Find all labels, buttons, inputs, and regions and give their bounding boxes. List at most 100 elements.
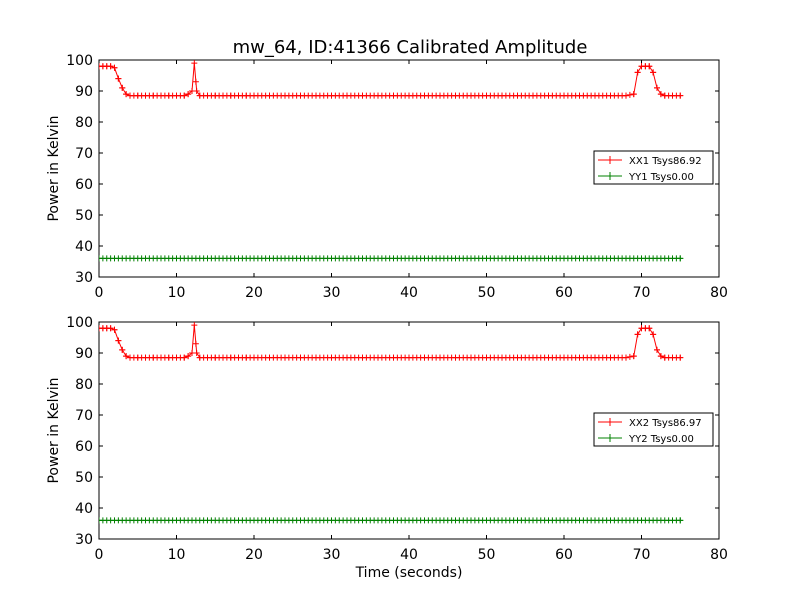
data-point xyxy=(282,354,288,361)
data-point xyxy=(406,354,412,361)
data-point xyxy=(654,84,660,91)
series-1 xyxy=(99,60,684,99)
y-tick-label: 80 xyxy=(75,115,93,131)
x-tick-label: 10 xyxy=(168,285,186,301)
x-tick-label: 80 xyxy=(710,547,728,563)
x-tick-label: 70 xyxy=(633,285,651,301)
series-1 xyxy=(99,322,684,361)
data-point xyxy=(646,325,653,332)
legend-label: XX1 Tsys86.92 xyxy=(629,156,702,167)
data-point xyxy=(375,92,381,99)
data-point xyxy=(193,350,200,356)
data-point xyxy=(328,354,335,361)
y-tick-label: 70 xyxy=(75,146,93,162)
data-point xyxy=(158,354,164,361)
data-point xyxy=(650,69,657,76)
data-point xyxy=(630,91,637,98)
data-point xyxy=(328,92,335,99)
x-tick-label: 30 xyxy=(323,285,341,301)
data-point xyxy=(165,354,172,361)
x-tick-label: 0 xyxy=(95,285,104,301)
data-point xyxy=(123,353,130,360)
data-point xyxy=(227,92,234,99)
data-point xyxy=(344,354,350,361)
data-point xyxy=(193,88,200,94)
data-point xyxy=(192,78,199,85)
data-point xyxy=(530,354,536,361)
data-point xyxy=(191,322,198,329)
data-point xyxy=(468,92,474,99)
y-tick-label: 60 xyxy=(75,439,93,455)
data-point xyxy=(251,354,257,361)
data-point xyxy=(607,354,614,361)
x-tick-label: 50 xyxy=(478,285,496,301)
data-point xyxy=(390,92,397,99)
data-point xyxy=(661,354,668,361)
data-point xyxy=(134,92,141,99)
x-tick-label: 40 xyxy=(400,285,418,301)
series-2 xyxy=(99,517,684,524)
legend-label: XX2 Tsys86.97 xyxy=(629,418,702,429)
data-point xyxy=(677,92,684,99)
data-point xyxy=(107,325,114,332)
data-point xyxy=(576,92,583,99)
data-point xyxy=(173,354,180,361)
data-point xyxy=(677,255,684,262)
legend-marker xyxy=(606,418,614,426)
data-point xyxy=(235,354,242,361)
data-point xyxy=(661,92,668,99)
data-point xyxy=(657,91,664,98)
legend-box xyxy=(593,412,714,447)
data-point xyxy=(181,92,188,99)
data-point xyxy=(561,354,567,361)
data-point xyxy=(282,92,288,99)
data-point xyxy=(654,346,660,353)
legend-marker xyxy=(606,156,614,164)
y-tick-label: 30 xyxy=(75,532,93,548)
data-point xyxy=(634,331,641,338)
data-point xyxy=(235,92,242,99)
data-point xyxy=(220,92,226,99)
data-point xyxy=(607,92,614,99)
x-tick-label: 20 xyxy=(245,285,263,301)
legend-marker xyxy=(606,434,614,442)
data-point xyxy=(150,354,157,361)
data-point xyxy=(196,354,203,361)
legend-box xyxy=(593,150,714,185)
data-point xyxy=(220,354,226,361)
data-point xyxy=(150,92,157,99)
data-point xyxy=(99,517,102,524)
x-tick-label: 40 xyxy=(400,547,418,563)
y-tick-label: 40 xyxy=(75,239,93,255)
data-point xyxy=(375,354,381,361)
data-point xyxy=(297,354,304,361)
data-point xyxy=(204,354,211,361)
data-point xyxy=(115,75,122,82)
legend-marker xyxy=(606,172,614,180)
data-point xyxy=(251,92,257,99)
data-point xyxy=(158,92,164,99)
data-point xyxy=(134,354,141,361)
data-point xyxy=(437,92,443,99)
data-point xyxy=(452,92,459,99)
data-point xyxy=(227,354,234,361)
legend-label: YY2 Tsys0.00 xyxy=(628,434,694,445)
data-point xyxy=(669,354,676,361)
data-point xyxy=(344,92,350,99)
x-tick-label: 60 xyxy=(555,285,573,301)
y-axis-label: Power in Kelvin xyxy=(46,115,62,221)
data-point xyxy=(630,353,637,360)
y-tick-label: 80 xyxy=(75,377,93,393)
data-point xyxy=(297,92,304,99)
y-tick-label: 70 xyxy=(75,408,93,424)
data-point xyxy=(359,92,366,99)
data-point xyxy=(514,92,521,99)
data-point xyxy=(561,92,567,99)
figure-title: mw_64, ID:41366 Calibrated Amplitude xyxy=(233,37,588,58)
data-point xyxy=(185,353,192,360)
data-point xyxy=(499,354,505,361)
legend: XX1 Tsys86.92 YY1 Tsys0.00 xyxy=(593,150,714,185)
y-axis-label: Power in Kelvin xyxy=(46,377,62,483)
data-point xyxy=(127,92,133,99)
y-tick-label: 60 xyxy=(75,177,93,193)
